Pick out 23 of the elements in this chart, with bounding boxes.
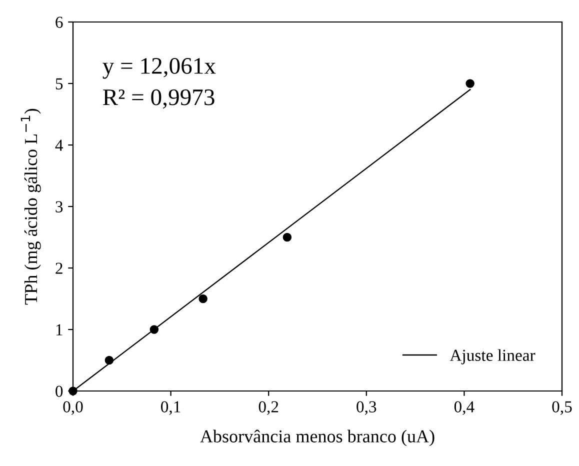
x-axis-title: Absorvância menos branco (uA)	[200, 430, 434, 446]
y-tick-label: 3	[56, 201, 63, 212]
point	[104, 356, 114, 365]
annotation: R² = 0,9973	[103, 89, 214, 109]
point	[282, 232, 292, 242]
point	[466, 79, 474, 88]
x-tick-label: 0,2	[258, 401, 278, 415]
x-tick-label: 0,1	[161, 401, 180, 415]
legend-label: Ajuste linear	[450, 349, 536, 364]
y-tick-label: 2	[56, 262, 62, 274]
x-tick-label: 0,0	[63, 401, 83, 415]
x-tick-label: 0,3	[356, 401, 376, 415]
y-tick-label: 6	[56, 16, 63, 28]
x-tick-label: 0,5	[552, 401, 572, 415]
y-tick-label: 4	[55, 140, 64, 151]
point	[150, 325, 159, 334]
x-tick-label: 0,4	[454, 401, 474, 415]
point	[198, 294, 208, 304]
y-tick-label: 0	[56, 386, 63, 397]
annotation: y = 12,061x	[102, 58, 216, 79]
y-tick-label: 5	[56, 78, 63, 90]
y-axis-title: TPh (mg ácido gálico L$^{−1}$)	[20, 108, 41, 305]
y-tick-label: 1	[56, 324, 62, 336]
